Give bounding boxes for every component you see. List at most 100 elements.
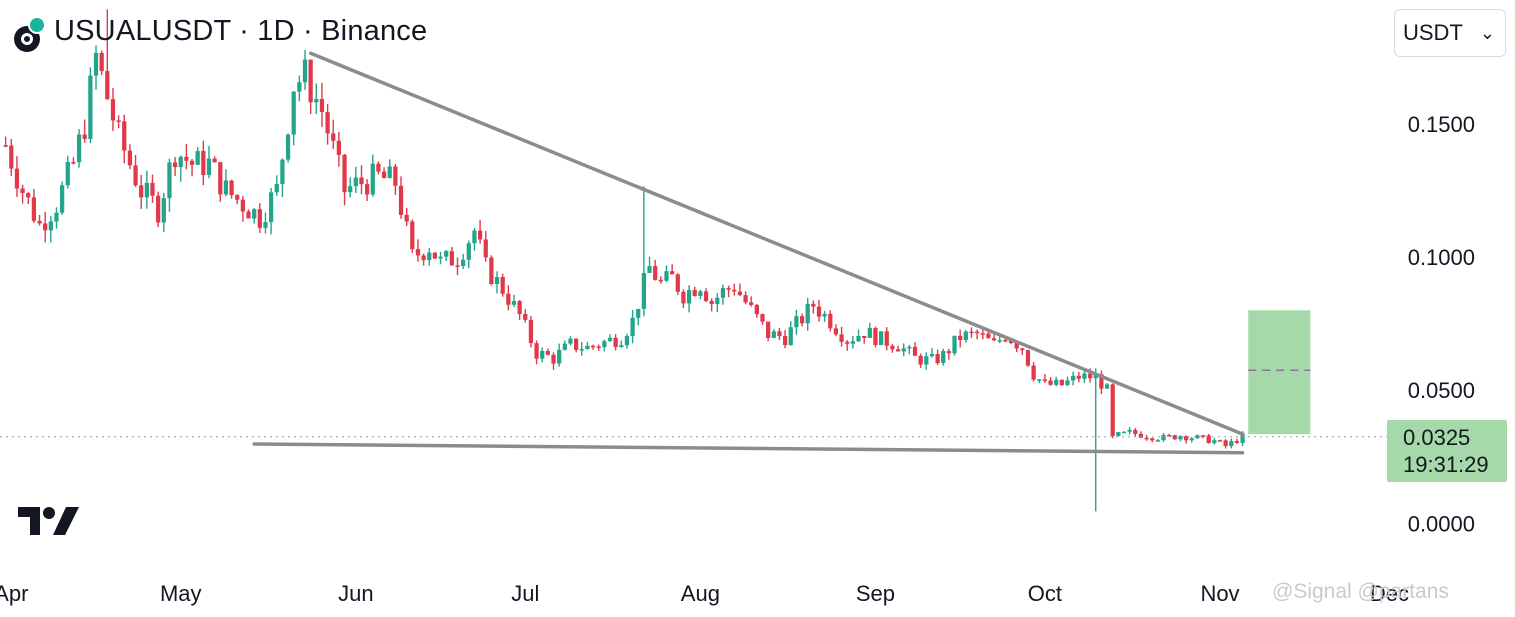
candle — [596, 344, 601, 351]
candle — [365, 179, 370, 201]
candle — [975, 329, 980, 340]
candle — [726, 285, 731, 298]
symbol-title: USUALUSDT · 1D · Binance — [54, 14, 428, 47]
candle — [263, 212, 268, 234]
candle — [805, 297, 810, 331]
candle — [1025, 349, 1031, 367]
candle — [48, 215, 53, 243]
candle — [590, 344, 596, 350]
candle — [268, 187, 274, 235]
candle — [720, 284, 726, 305]
x-tick-label: Jun — [338, 581, 373, 606]
candle — [946, 348, 952, 360]
candle — [37, 215, 42, 226]
candle — [218, 161, 223, 202]
trendline[interactable] — [308, 51, 1245, 436]
candle — [229, 179, 234, 199]
candle — [573, 338, 579, 353]
candle — [839, 326, 844, 347]
candle — [1223, 439, 1228, 449]
candle — [907, 344, 912, 355]
candle — [31, 188, 37, 223]
candle — [1054, 376, 1059, 387]
target-zone[interactable] — [1248, 310, 1311, 435]
candle — [489, 255, 494, 286]
candle — [1093, 368, 1098, 512]
candle — [133, 154, 138, 188]
candle — [602, 339, 607, 352]
candle — [1071, 371, 1076, 386]
candle — [1048, 377, 1053, 386]
candle — [325, 104, 330, 145]
candle — [647, 256, 652, 274]
candle — [1121, 431, 1127, 434]
candle — [477, 220, 483, 244]
candle — [878, 331, 884, 346]
y-tick-label: 0.0000 — [1408, 511, 1475, 536]
candle — [376, 161, 381, 175]
candle — [139, 174, 144, 209]
x-tick-label: Apr — [0, 581, 28, 606]
axes-layer: 0.1500 0.1000 0.0500 0.0000 Apr May Jun Jul Aug S… — [0, 112, 1475, 606]
candle — [110, 87, 116, 132]
candle — [297, 75, 302, 102]
candle — [93, 45, 99, 90]
trendline[interactable] — [252, 442, 1245, 455]
candle — [348, 177, 353, 198]
candle — [167, 158, 172, 212]
candle — [890, 343, 895, 353]
candle — [681, 289, 686, 309]
candle — [528, 315, 534, 348]
candle — [1037, 378, 1042, 384]
candle — [122, 114, 127, 164]
candle — [1110, 383, 1115, 439]
candle — [1178, 435, 1183, 442]
candle — [777, 327, 782, 341]
candle — [1020, 347, 1025, 355]
candle — [828, 310, 833, 332]
candle — [788, 321, 793, 346]
candle — [274, 175, 279, 196]
candle — [444, 249, 449, 261]
tradingview-logo-icon[interactable] — [18, 505, 80, 537]
candle — [551, 352, 556, 370]
candle — [212, 156, 217, 163]
candle — [771, 328, 776, 339]
candle — [393, 163, 398, 195]
candle — [415, 239, 421, 262]
watermark: @Signal @partans — [1272, 580, 1449, 603]
candle — [952, 335, 957, 356]
candle — [1150, 437, 1155, 443]
candle — [709, 298, 714, 312]
candle — [184, 144, 189, 170]
candle — [1031, 362, 1036, 382]
x-tick-label: Sep — [856, 581, 895, 606]
currency-select[interactable]: USDT ⌄ — [1394, 9, 1506, 57]
candle — [410, 219, 415, 253]
candle — [201, 140, 206, 186]
candle — [3, 136, 8, 148]
candle — [895, 345, 901, 352]
candle — [404, 207, 409, 227]
candle — [189, 158, 195, 177]
candle — [523, 309, 528, 323]
candle — [246, 209, 251, 219]
candle — [737, 283, 743, 297]
candle — [1183, 435, 1189, 444]
candle — [60, 181, 65, 215]
candle — [82, 119, 87, 143]
candle — [579, 342, 584, 356]
candle — [455, 257, 460, 276]
candle — [20, 184, 25, 204]
chart-header: USUALUSDT · 1D · Binance — [12, 14, 428, 52]
candle — [850, 335, 855, 349]
candle — [472, 227, 477, 251]
candle — [816, 299, 822, 322]
candle — [856, 329, 861, 342]
candle — [54, 207, 59, 229]
candle — [500, 273, 505, 297]
candle — [1138, 431, 1144, 439]
candle — [280, 158, 285, 198]
candle — [698, 289, 703, 300]
